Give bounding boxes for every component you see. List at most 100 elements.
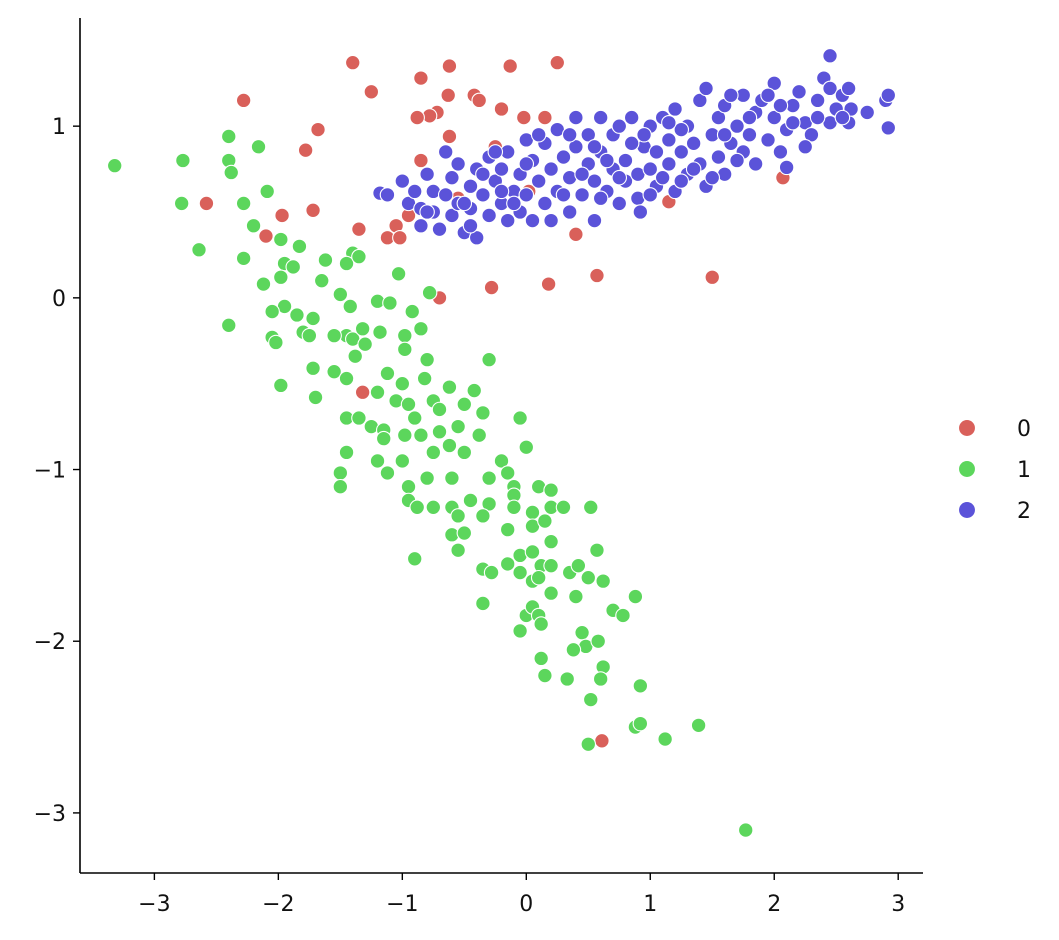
scatter-point	[354, 320, 371, 337]
scatter-point	[475, 595, 491, 612]
scatter-point	[580, 127, 597, 143]
x-tick-label: 1	[643, 892, 657, 917]
scatter-point	[475, 187, 491, 203]
scatter-point	[791, 84, 807, 100]
scatter-point	[741, 109, 758, 126]
legend-marker	[957, 459, 977, 479]
legend-label: 1	[1017, 458, 1031, 483]
scatter-point	[772, 144, 789, 160]
scatter-point	[502, 58, 518, 74]
scatter-point	[413, 70, 429, 86]
scatter-point	[537, 667, 553, 684]
scatter-point	[661, 156, 677, 172]
scatter-point	[555, 499, 572, 516]
scatter-point	[568, 226, 584, 243]
scatter-point	[344, 54, 361, 71]
scatter-point	[481, 496, 497, 512]
scatter-point	[305, 202, 321, 219]
scatter-point	[880, 120, 897, 136]
scatter-point	[516, 109, 532, 126]
scatter-point	[623, 109, 640, 126]
scatter-point	[623, 135, 640, 152]
scatter-point	[704, 269, 720, 285]
scatter-point	[530, 127, 547, 143]
y-tick-label: 0	[52, 287, 66, 312]
legend-label: 0	[1017, 417, 1031, 442]
scatter-point	[512, 410, 528, 426]
scatter-point	[568, 109, 584, 126]
scatter-point	[456, 195, 473, 212]
scatter-point	[273, 377, 289, 394]
scatter-point	[506, 499, 522, 516]
scatter-point	[685, 161, 702, 177]
scatter-point	[632, 678, 649, 694]
scatter-point	[809, 109, 826, 126]
scatter-point	[332, 286, 349, 303]
scatter-point	[456, 525, 473, 541]
series-1	[106, 128, 754, 838]
scatter-point	[859, 104, 875, 121]
scatter-point	[390, 266, 407, 282]
scatter-point	[583, 499, 599, 516]
scatter-point	[737, 822, 754, 838]
scatter-point	[456, 396, 473, 413]
scatter-point	[611, 118, 628, 134]
scatter-point	[537, 109, 553, 126]
scatter-point	[382, 295, 398, 311]
scatter-point	[317, 252, 334, 268]
scatter-point	[533, 616, 549, 632]
series-2	[372, 48, 897, 246]
scatter-point	[499, 465, 516, 481]
scatter-point	[766, 109, 782, 126]
x-axis-ticks: −3 −2 −1 0 1 2 3	[138, 873, 905, 917]
scatter-point	[690, 717, 707, 734]
y-tick-label: −2	[34, 630, 66, 655]
scatter-point	[363, 84, 380, 100]
y-axis-ticks: −3 −2 −1 0 1	[34, 115, 80, 827]
scatter-point	[450, 508, 466, 524]
scatter-point	[175, 152, 191, 169]
scatter-point	[413, 427, 429, 443]
scatter-point	[351, 410, 367, 426]
scatter-point	[642, 161, 659, 177]
scatter-point	[441, 437, 458, 454]
scatter-point	[524, 544, 541, 560]
scatter-point	[611, 169, 628, 186]
scatter-point	[450, 156, 466, 172]
scatter-point	[394, 453, 411, 469]
scatter-point	[466, 382, 482, 399]
scatter-point	[483, 564, 500, 581]
scatter-point	[834, 109, 851, 126]
scatter-point	[338, 370, 355, 387]
scatter-point	[245, 217, 262, 234]
scatter-point	[506, 195, 522, 212]
legend: 0 1 2	[957, 417, 1031, 524]
x-tick-label: 3	[891, 892, 905, 917]
scatter-point	[661, 132, 677, 148]
scatter-point	[255, 276, 272, 292]
scatter-point	[326, 363, 342, 380]
scatter-point	[543, 585, 559, 601]
scatter-point	[444, 207, 460, 224]
scatter-point	[475, 405, 491, 421]
scatter-point	[518, 439, 535, 455]
scatter-point	[250, 139, 267, 155]
scatter-point	[632, 715, 649, 732]
scatter-point	[274, 207, 290, 224]
scatter-point	[595, 573, 611, 589]
scatter-points	[106, 48, 897, 838]
scatter-point	[462, 217, 479, 234]
scatter-point	[785, 114, 801, 131]
scatter-point	[481, 207, 497, 224]
scatter-point	[357, 336, 373, 352]
scatter-point	[326, 327, 342, 344]
scatter-point	[313, 272, 330, 289]
scatter-point	[406, 410, 423, 426]
scatter-point	[642, 187, 659, 203]
scatter-point	[615, 607, 631, 624]
scatter-point	[468, 230, 485, 246]
scatter-point	[499, 212, 516, 229]
scatter-point	[332, 465, 349, 481]
scatter-point	[310, 121, 326, 138]
